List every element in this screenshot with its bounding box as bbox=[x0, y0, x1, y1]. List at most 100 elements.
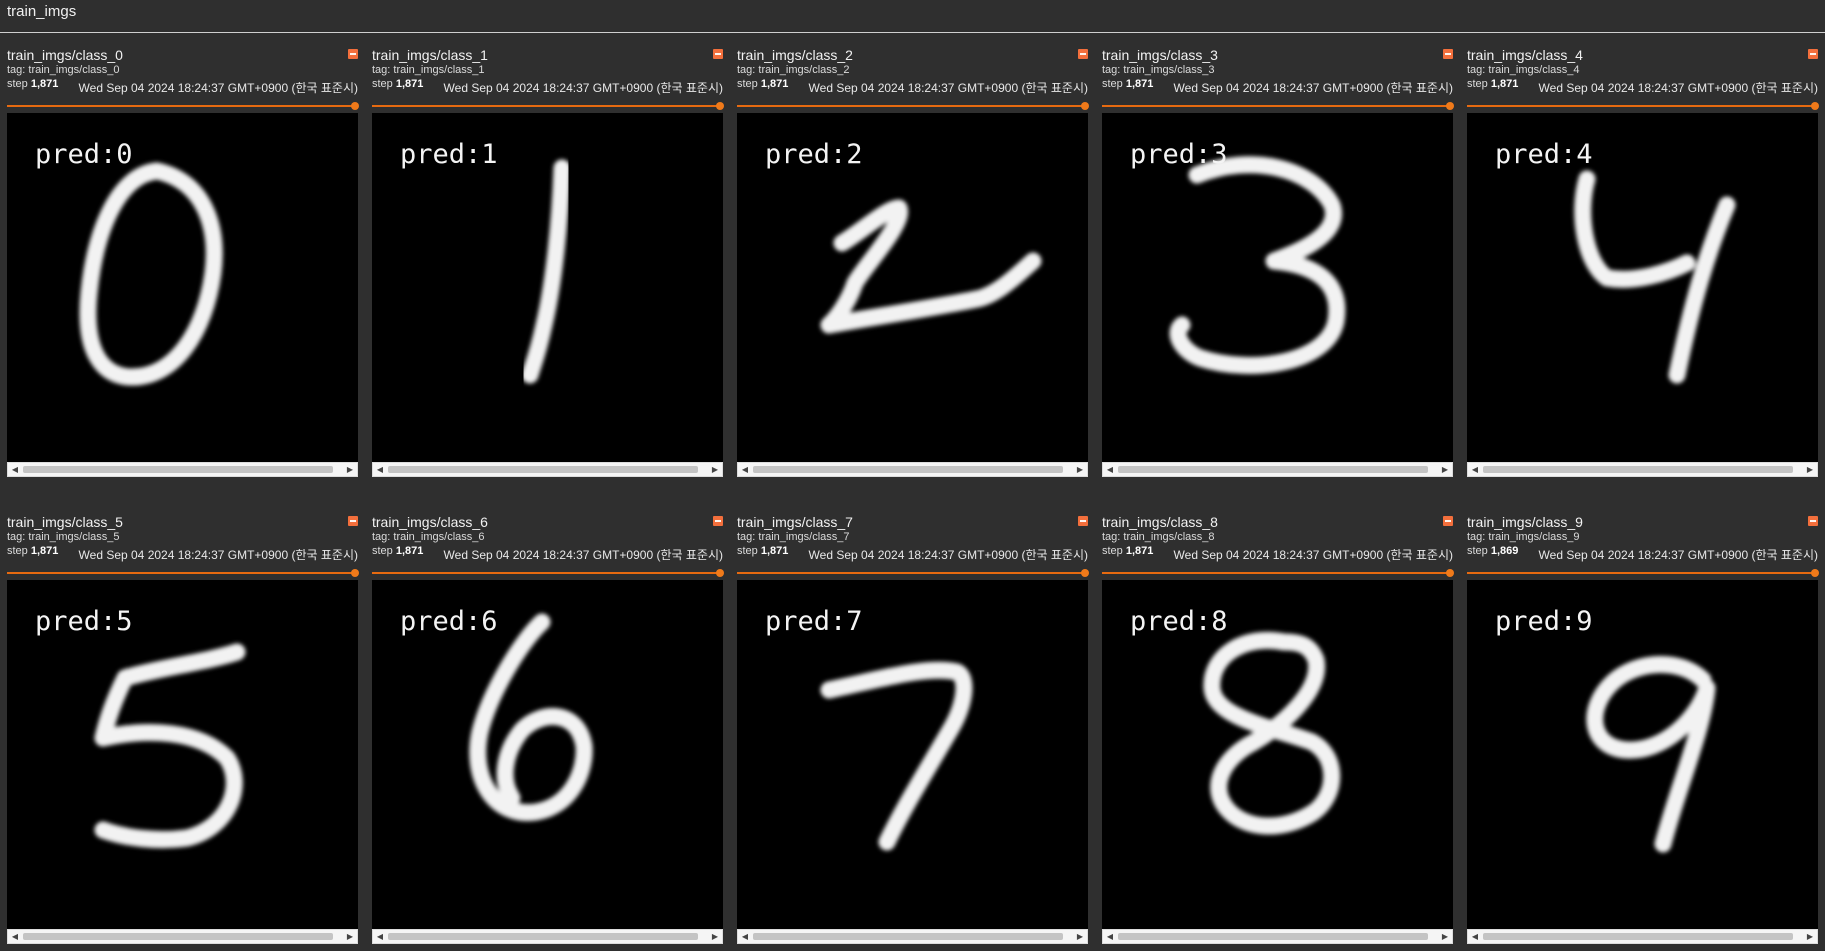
expand-icon[interactable] bbox=[713, 516, 723, 526]
horizontal-scrollbar[interactable]: ◀ ▶ bbox=[1467, 462, 1818, 477]
card-step: step 1,871 bbox=[737, 78, 788, 90]
sample-image: pred:5 bbox=[7, 580, 358, 929]
card-tag: tag: train_imgs/class_1 bbox=[372, 64, 485, 76]
triangle-right-icon[interactable]: ▶ bbox=[1806, 932, 1814, 941]
digit-stroke bbox=[1586, 656, 1716, 853]
expand-icon[interactable] bbox=[713, 49, 723, 59]
step-slider[interactable] bbox=[7, 569, 359, 577]
card-step: step 1,871 bbox=[1467, 78, 1518, 90]
horizontal-scrollbar[interactable]: ◀ ▶ bbox=[372, 929, 723, 944]
scrollbar-thumb[interactable] bbox=[388, 933, 698, 940]
card-title: train_imgs/class_5 bbox=[7, 514, 123, 530]
step-value: 1,871 bbox=[1125, 545, 1154, 557]
horizontal-scrollbar[interactable]: ◀ ▶ bbox=[1102, 462, 1453, 477]
horizontal-scrollbar[interactable]: ◀ ▶ bbox=[1102, 929, 1453, 944]
triangle-right-icon[interactable]: ▶ bbox=[1806, 465, 1814, 474]
expand-icon[interactable] bbox=[1443, 516, 1453, 526]
triangle-left-icon[interactable]: ◀ bbox=[1106, 465, 1114, 474]
digit-image bbox=[521, 159, 571, 384]
triangle-left-icon[interactable]: ◀ bbox=[376, 465, 384, 474]
horizontal-scrollbar[interactable]: ◀ ▶ bbox=[737, 929, 1088, 944]
triangle-right-icon[interactable]: ▶ bbox=[1441, 465, 1449, 474]
step-slider-thumb[interactable] bbox=[1081, 102, 1089, 110]
triangle-left-icon[interactable]: ◀ bbox=[1471, 932, 1479, 941]
card-timestamp: Wed Sep 04 2024 18:24:37 GMT+0900 (한국 표준… bbox=[1173, 81, 1453, 95]
step-slider-thumb[interactable] bbox=[716, 569, 724, 577]
step-slider-thumb[interactable] bbox=[1811, 569, 1819, 577]
triangle-left-icon[interactable]: ◀ bbox=[11, 465, 19, 474]
expand-icon[interactable] bbox=[1078, 516, 1088, 526]
scrollbar-thumb[interactable] bbox=[23, 466, 333, 473]
step-slider-thumb[interactable] bbox=[1081, 569, 1089, 577]
triangle-right-icon[interactable]: ▶ bbox=[346, 465, 354, 474]
step-slider-thumb[interactable] bbox=[351, 102, 359, 110]
card-tag: tag: train_imgs/class_3 bbox=[1102, 64, 1215, 76]
horizontal-scrollbar[interactable]: ◀ ▶ bbox=[372, 462, 723, 477]
expand-icon[interactable] bbox=[1808, 516, 1818, 526]
triangle-right-icon[interactable]: ▶ bbox=[1076, 465, 1084, 474]
image-card-1: train_imgs/class_1 tag: train_imgs/class… bbox=[372, 34, 724, 477]
card-step: step 1,871 bbox=[1102, 78, 1153, 90]
step-slider[interactable] bbox=[7, 102, 359, 110]
step-slider[interactable] bbox=[1102, 569, 1454, 577]
step-slider-track bbox=[737, 572, 1088, 574]
step-slider-track bbox=[1102, 105, 1453, 107]
step-slider[interactable] bbox=[372, 102, 724, 110]
horizontal-scrollbar[interactable]: ◀ ▶ bbox=[737, 462, 1088, 477]
scrollbar-thumb[interactable] bbox=[1483, 466, 1793, 473]
scrollbar-thumb[interactable] bbox=[1118, 466, 1428, 473]
card-step: step 1,871 bbox=[372, 78, 423, 90]
triangle-right-icon[interactable]: ▶ bbox=[1076, 932, 1084, 941]
triangle-right-icon[interactable]: ▶ bbox=[346, 932, 354, 941]
step-slider[interactable] bbox=[372, 569, 724, 577]
expand-icon[interactable] bbox=[348, 516, 358, 526]
scrollbar-thumb[interactable] bbox=[23, 933, 333, 940]
step-slider[interactable] bbox=[737, 102, 1089, 110]
expand-icon[interactable] bbox=[1443, 49, 1453, 59]
expand-icon[interactable] bbox=[1078, 49, 1088, 59]
triangle-left-icon[interactable]: ◀ bbox=[376, 932, 384, 941]
horizontal-scrollbar[interactable]: ◀ ▶ bbox=[7, 929, 358, 944]
card-timestamp: Wed Sep 04 2024 18:24:37 GMT+0900 (한국 표준… bbox=[78, 548, 358, 562]
card-title: train_imgs/class_3 bbox=[1102, 47, 1218, 63]
card-step: step 1,871 bbox=[737, 545, 788, 557]
step-slider[interactable] bbox=[1467, 569, 1819, 577]
step-slider[interactable] bbox=[737, 569, 1089, 577]
scrollbar-thumb[interactable] bbox=[388, 466, 698, 473]
step-slider[interactable] bbox=[1467, 102, 1819, 110]
triangle-right-icon[interactable]: ▶ bbox=[711, 465, 719, 474]
pred-label: pred:7 bbox=[765, 606, 863, 637]
pred-label: pred:3 bbox=[1130, 139, 1228, 170]
step-label: step bbox=[7, 545, 28, 557]
image-card-5: train_imgs/class_5 tag: train_imgs/class… bbox=[7, 501, 359, 944]
image-card-9: train_imgs/class_9 tag: train_imgs/class… bbox=[1467, 501, 1819, 944]
digit-image bbox=[1203, 631, 1341, 835]
digit-image bbox=[820, 661, 973, 851]
step-slider-thumb[interactable] bbox=[716, 102, 724, 110]
step-label: step bbox=[1102, 545, 1123, 557]
triangle-left-icon[interactable]: ◀ bbox=[1106, 932, 1114, 941]
image-card-grid: train_imgs/class_0 tag: train_imgs/class… bbox=[0, 34, 1825, 951]
triangle-right-icon[interactable]: ▶ bbox=[1441, 932, 1449, 941]
triangle-right-icon[interactable]: ▶ bbox=[711, 932, 719, 941]
step-slider-thumb[interactable] bbox=[1446, 102, 1454, 110]
triangle-left-icon[interactable]: ◀ bbox=[11, 932, 19, 941]
triangle-left-icon[interactable]: ◀ bbox=[741, 932, 749, 941]
step-slider-thumb[interactable] bbox=[1446, 569, 1454, 577]
triangle-left-icon[interactable]: ◀ bbox=[741, 465, 749, 474]
scrollbar-thumb[interactable] bbox=[753, 466, 1063, 473]
expand-icon[interactable] bbox=[1808, 49, 1818, 59]
horizontal-scrollbar[interactable]: ◀ ▶ bbox=[7, 462, 358, 477]
scrollbar-thumb[interactable] bbox=[1483, 933, 1793, 940]
triangle-left-icon[interactable]: ◀ bbox=[1471, 465, 1479, 474]
digit-stroke bbox=[820, 661, 973, 851]
step-slider[interactable] bbox=[1102, 102, 1454, 110]
digit-image bbox=[1574, 170, 1736, 384]
expand-icon[interactable] bbox=[348, 49, 358, 59]
step-slider-thumb[interactable] bbox=[1811, 102, 1819, 110]
pred-label: pred:5 bbox=[35, 606, 133, 637]
horizontal-scrollbar[interactable]: ◀ ▶ bbox=[1467, 929, 1818, 944]
scrollbar-thumb[interactable] bbox=[753, 933, 1063, 940]
step-slider-thumb[interactable] bbox=[351, 569, 359, 577]
scrollbar-thumb[interactable] bbox=[1118, 933, 1428, 940]
